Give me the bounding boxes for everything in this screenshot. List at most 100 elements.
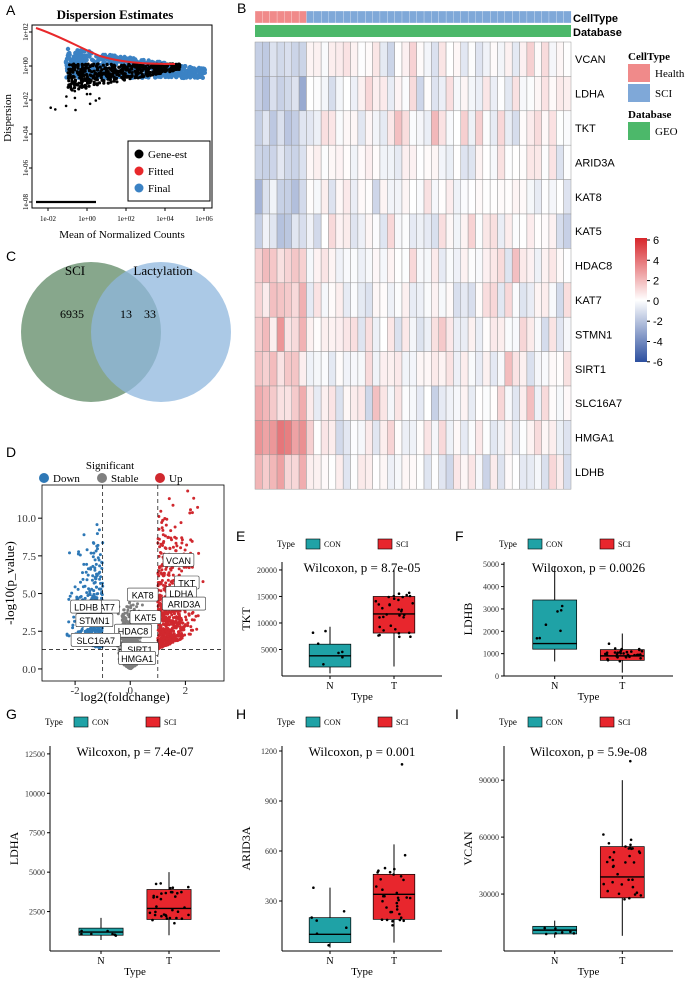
heatmap-cell	[269, 385, 278, 421]
data-point	[633, 893, 637, 896]
panel-a-yticks: 1e+02 1e+00 1e-02 1e-04 1e-06 1e-08	[22, 23, 32, 210]
data-point	[405, 896, 408, 899]
heatmap-cell	[423, 454, 432, 490]
gene-est-point	[68, 63, 72, 67]
gene-est-point	[75, 70, 79, 74]
down-point	[85, 562, 89, 566]
panel-label-a: A	[6, 2, 16, 18]
heatmap-cell	[364, 351, 373, 387]
heatmap-cell	[284, 282, 293, 318]
legend-label-con: CON	[92, 718, 109, 727]
heatmap-cell	[556, 144, 564, 180]
heatmap-cell	[335, 316, 344, 352]
heatmap-cell	[556, 76, 564, 112]
heatmap-cell	[379, 420, 388, 456]
heatmap-cell	[284, 316, 293, 352]
heatmap-cell	[453, 385, 462, 421]
heatmap-cell	[320, 213, 329, 249]
up-point	[191, 610, 195, 614]
heatmap-cell	[526, 110, 535, 146]
heatmap-cell	[438, 385, 447, 421]
heatmap-cell	[511, 213, 520, 249]
heatmap-cell	[328, 420, 337, 456]
gene-label-box	[70, 633, 121, 647]
venn-count-overlap: 13	[120, 307, 132, 321]
heatmap-cell	[328, 144, 337, 180]
data-point	[624, 656, 628, 659]
gene-est-point	[81, 71, 85, 75]
heatmap-cell	[489, 351, 498, 387]
heatmap-cell	[519, 41, 528, 77]
heatmap-cell	[431, 316, 439, 352]
data-point	[630, 650, 633, 653]
heatmap-cell	[335, 385, 344, 421]
down-point	[67, 634, 71, 638]
gene-label-ldhb: LDHB	[575, 467, 604, 479]
heatmap-cell	[372, 454, 381, 490]
legend-swatch-con	[527, 716, 543, 728]
heatmap-cell	[519, 144, 528, 180]
panel-a-legend-items: Gene-est Fitted Final	[134, 149, 187, 195]
panel-a-xlabel: Mean of Normalized Counts	[59, 229, 185, 241]
heatmap-cell	[254, 213, 263, 249]
data-point	[399, 916, 403, 919]
gene-est-point	[99, 71, 103, 75]
heatmap-cell	[342, 110, 351, 146]
down-point	[65, 632, 69, 636]
heatmap-cell	[394, 385, 403, 421]
volcano-legend-label-down: Down	[53, 473, 80, 485]
heatmap-cell	[328, 41, 337, 77]
heatmap-cell	[342, 454, 351, 490]
heatmap-cell	[298, 385, 307, 421]
heatmap-cell	[431, 41, 439, 77]
data-point	[378, 625, 381, 629]
panel-a-title: Dispersion Estimates	[57, 7, 174, 22]
data-point	[176, 910, 180, 913]
heatmap-cell	[416, 179, 425, 215]
x-category-label: T	[166, 956, 172, 967]
gene-est-point	[71, 80, 75, 85]
heatmap-cell	[342, 248, 351, 284]
volcano-legend-dot-stable	[97, 473, 107, 483]
panel-label-f: F	[455, 528, 464, 544]
heatmap-cell	[504, 248, 513, 284]
legend-database-title: Database	[628, 109, 672, 121]
y-tick-label: 12500	[25, 750, 45, 759]
gene-est-point	[143, 67, 147, 71]
stable-point	[129, 606, 133, 610]
heatmap-cell	[541, 454, 550, 490]
heatmap-cell	[269, 110, 278, 146]
final-point	[177, 70, 182, 75]
y-tick-label: 1200	[261, 747, 277, 756]
heatmap-cell	[335, 213, 344, 249]
data-point	[637, 647, 641, 651]
heatmap-cell	[409, 179, 417, 215]
heatmap-cell	[342, 385, 351, 421]
celltype-cell	[306, 10, 315, 24]
x-tick-label: 1e+00	[78, 215, 96, 223]
celltype-cell	[379, 10, 388, 24]
up-point	[171, 503, 175, 507]
gene-label-box	[127, 587, 159, 602]
legend-label-sci: SCI	[164, 718, 177, 727]
heatmap-cell	[291, 76, 300, 112]
data-point	[341, 650, 344, 654]
heatmap-cell	[335, 110, 344, 146]
panel-label-g: G	[6, 706, 17, 722]
heatmap-cell	[438, 248, 447, 284]
heatmap-cell	[269, 144, 278, 180]
legend-database-items: GEO	[628, 122, 678, 140]
heatmap-cell	[291, 420, 300, 456]
gene-est-point	[104, 73, 108, 77]
data-point	[612, 864, 615, 868]
down-point	[91, 555, 95, 559]
data-point	[169, 886, 172, 890]
heatmap-cell	[276, 316, 285, 352]
down-point	[86, 630, 90, 634]
legend-swatch-sci	[628, 84, 650, 102]
gene-label-kat5: KAT5	[575, 226, 602, 238]
heatmap-cell	[445, 454, 454, 490]
down-point	[78, 595, 82, 599]
legend-label: Gene-est	[148, 149, 187, 161]
heatmap-cell	[475, 351, 484, 387]
